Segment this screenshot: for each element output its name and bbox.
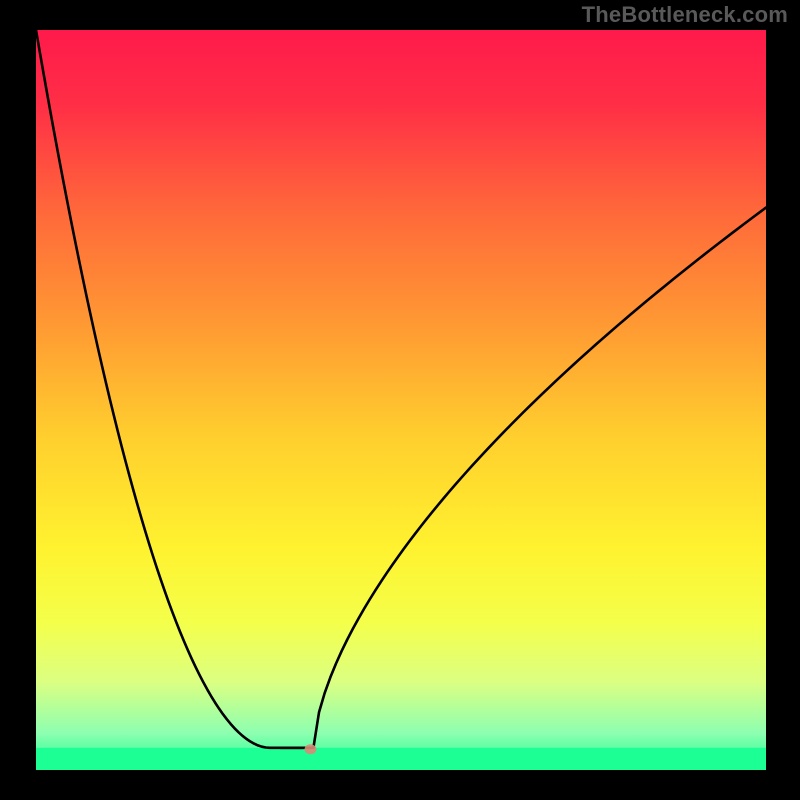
green-bottom-band — [36, 748, 766, 770]
optimal-point-marker — [304, 744, 316, 754]
bottleneck-chart — [36, 30, 766, 770]
gradient-background — [36, 30, 766, 770]
watermark-text: TheBottleneck.com — [582, 2, 788, 28]
image-frame: TheBottleneck.com — [0, 0, 800, 800]
